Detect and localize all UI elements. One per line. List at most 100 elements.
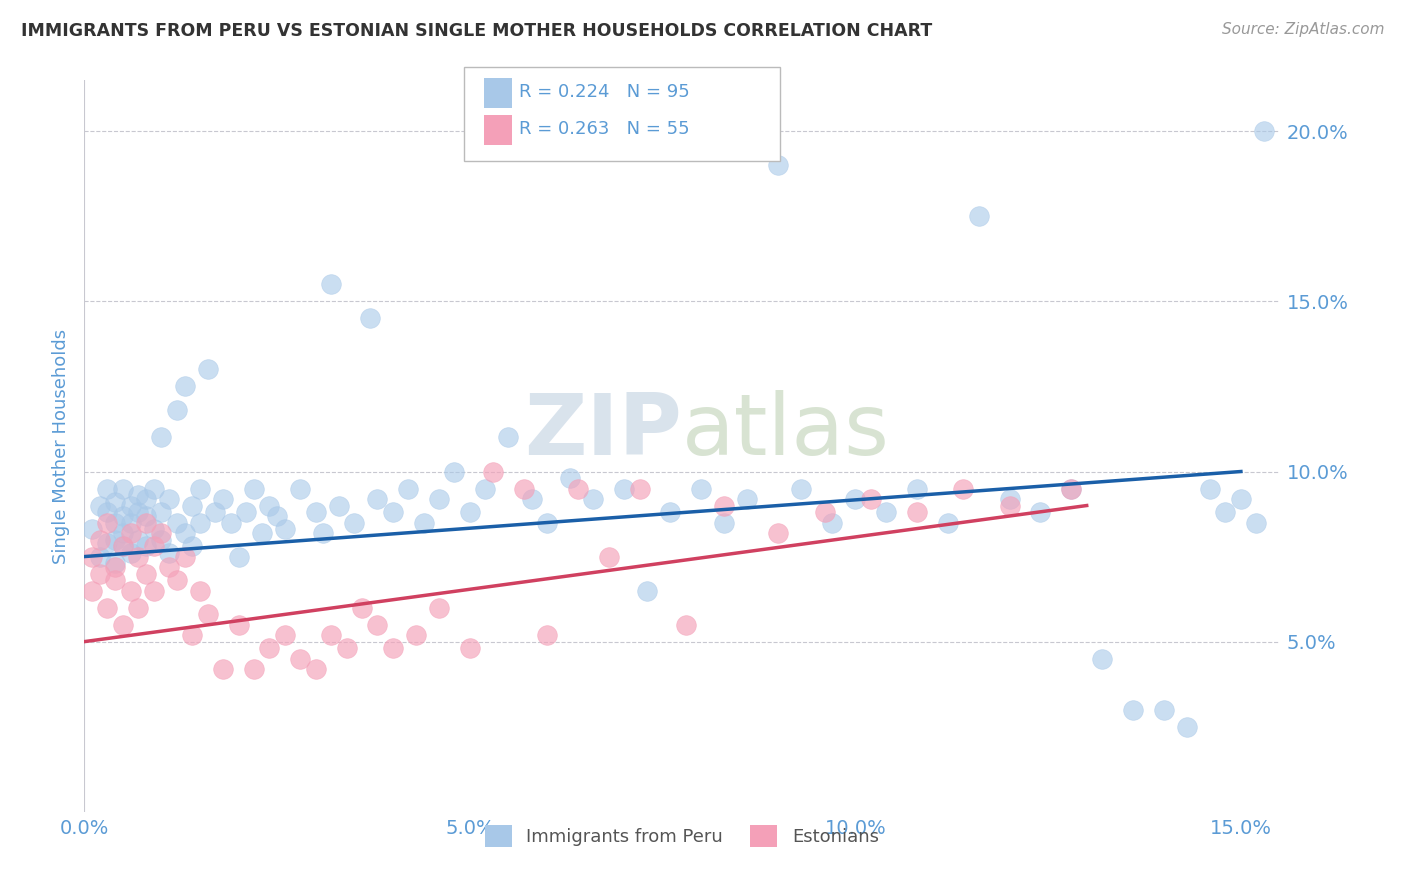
Point bbox=[120, 583, 142, 598]
Point bbox=[150, 505, 173, 519]
Point bbox=[111, 508, 134, 523]
Point bbox=[335, 641, 357, 656]
Text: R = 0.224   N = 95: R = 0.224 N = 95 bbox=[519, 83, 689, 101]
Point bbox=[266, 508, 288, 523]
Point bbox=[1153, 703, 1175, 717]
Point bbox=[104, 495, 127, 509]
Point bbox=[228, 617, 250, 632]
Point bbox=[427, 491, 450, 506]
Point bbox=[243, 662, 266, 676]
Point bbox=[150, 525, 173, 540]
Point bbox=[474, 482, 496, 496]
Point bbox=[359, 311, 381, 326]
Point bbox=[127, 488, 149, 502]
Text: atlas: atlas bbox=[682, 390, 890, 473]
Point bbox=[166, 574, 188, 588]
Point bbox=[458, 505, 481, 519]
Point bbox=[290, 482, 312, 496]
Point bbox=[936, 516, 959, 530]
Point bbox=[768, 525, 790, 540]
Point bbox=[536, 628, 558, 642]
Point bbox=[536, 516, 558, 530]
Point bbox=[328, 499, 350, 513]
Point bbox=[813, 505, 835, 519]
Point bbox=[228, 549, 250, 564]
Point bbox=[675, 617, 697, 632]
Point bbox=[259, 499, 281, 513]
Point bbox=[1122, 703, 1144, 717]
Point bbox=[967, 210, 990, 224]
Point bbox=[859, 491, 882, 506]
Point bbox=[482, 465, 505, 479]
Text: R = 0.263   N = 55: R = 0.263 N = 55 bbox=[519, 120, 689, 138]
Point bbox=[157, 546, 180, 560]
Point bbox=[80, 549, 103, 564]
Point bbox=[127, 600, 149, 615]
Point bbox=[120, 546, 142, 560]
Point bbox=[875, 505, 897, 519]
Point bbox=[204, 505, 226, 519]
Point bbox=[166, 516, 188, 530]
Point bbox=[188, 516, 211, 530]
Text: Source: ZipAtlas.com: Source: ZipAtlas.com bbox=[1222, 22, 1385, 37]
Point bbox=[219, 516, 242, 530]
Point bbox=[173, 549, 195, 564]
Point bbox=[142, 583, 165, 598]
Point bbox=[312, 525, 335, 540]
Point bbox=[104, 533, 127, 547]
Point bbox=[582, 491, 605, 506]
Point bbox=[905, 505, 928, 519]
Point bbox=[89, 499, 111, 513]
Point bbox=[1199, 482, 1222, 496]
Point bbox=[520, 491, 543, 506]
Legend: Immigrants from Peru, Estonians: Immigrants from Peru, Estonians bbox=[478, 817, 886, 854]
Point bbox=[498, 430, 520, 444]
Point bbox=[181, 628, 204, 642]
Point bbox=[212, 662, 235, 676]
Point bbox=[173, 379, 195, 393]
Point bbox=[259, 641, 281, 656]
Point bbox=[96, 482, 118, 496]
Point bbox=[396, 482, 419, 496]
Point bbox=[89, 566, 111, 581]
Point bbox=[790, 482, 813, 496]
Point bbox=[181, 540, 204, 554]
Point bbox=[120, 516, 142, 530]
Point bbox=[150, 430, 173, 444]
Point bbox=[598, 549, 620, 564]
Point bbox=[212, 491, 235, 506]
Point bbox=[1060, 482, 1083, 496]
Point bbox=[1060, 482, 1083, 496]
Point bbox=[713, 499, 735, 513]
Point bbox=[1246, 516, 1268, 530]
Point bbox=[905, 482, 928, 496]
Point bbox=[998, 491, 1021, 506]
Point bbox=[243, 482, 266, 496]
Point bbox=[142, 482, 165, 496]
Point bbox=[166, 403, 188, 417]
Point bbox=[135, 508, 157, 523]
Point bbox=[319, 277, 342, 292]
Point bbox=[111, 617, 134, 632]
Point bbox=[142, 540, 165, 554]
Point bbox=[659, 505, 682, 519]
Point bbox=[104, 574, 127, 588]
Point bbox=[319, 628, 342, 642]
Point bbox=[412, 516, 434, 530]
Point bbox=[427, 600, 450, 615]
Point bbox=[104, 516, 127, 530]
Point bbox=[197, 362, 219, 376]
Point bbox=[613, 482, 636, 496]
Point bbox=[235, 505, 257, 519]
Point bbox=[127, 549, 149, 564]
Point bbox=[381, 505, 404, 519]
Point bbox=[274, 628, 297, 642]
Point bbox=[127, 505, 149, 519]
Point bbox=[150, 533, 173, 547]
Point bbox=[513, 482, 536, 496]
Text: ZIP: ZIP bbox=[524, 390, 682, 473]
Text: IMMIGRANTS FROM PERU VS ESTONIAN SINGLE MOTHER HOUSEHOLDS CORRELATION CHART: IMMIGRANTS FROM PERU VS ESTONIAN SINGLE … bbox=[21, 22, 932, 40]
Point bbox=[135, 566, 157, 581]
Point bbox=[96, 600, 118, 615]
Point bbox=[1029, 505, 1052, 519]
